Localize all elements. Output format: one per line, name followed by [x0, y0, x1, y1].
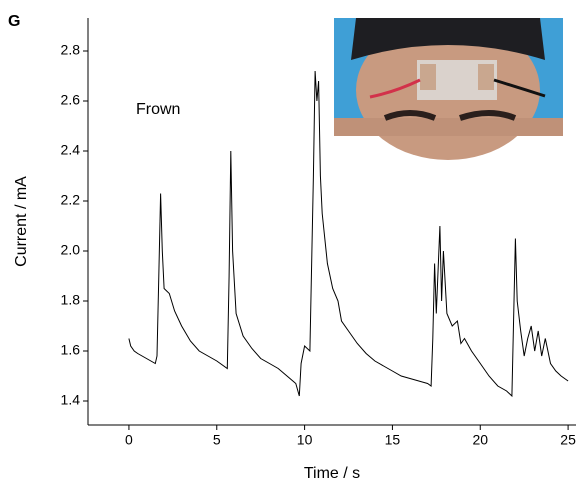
x-tick-label: 10 — [297, 432, 313, 448]
y-tick-label: 2.6 — [61, 92, 81, 108]
x-tick-label: 0 — [125, 432, 133, 448]
y-tick-label: 2.2 — [61, 192, 81, 208]
x-tick-label: 5 — [213, 432, 221, 448]
x-axis-label: Time / s — [304, 465, 360, 482]
y-tick-label: 2.4 — [61, 142, 81, 158]
y-tick-label: 1.4 — [61, 392, 81, 408]
y-tick-label: 1.8 — [61, 292, 81, 308]
y-axis-label: Current / mA — [13, 176, 30, 267]
y-tick-label: 1.6 — [61, 342, 81, 358]
inset-photo — [334, 18, 563, 160]
x-tick-label: 20 — [472, 432, 488, 448]
y-tick-label: 2.0 — [61, 242, 81, 258]
line — [128, 70, 569, 398]
x-tick-label: 15 — [385, 432, 401, 448]
x-tick-label: 25 — [560, 432, 576, 448]
y-tick-label: 2.8 — [61, 42, 81, 58]
annotation: Frown — [136, 101, 180, 118]
panel-label: G — [8, 13, 20, 30]
